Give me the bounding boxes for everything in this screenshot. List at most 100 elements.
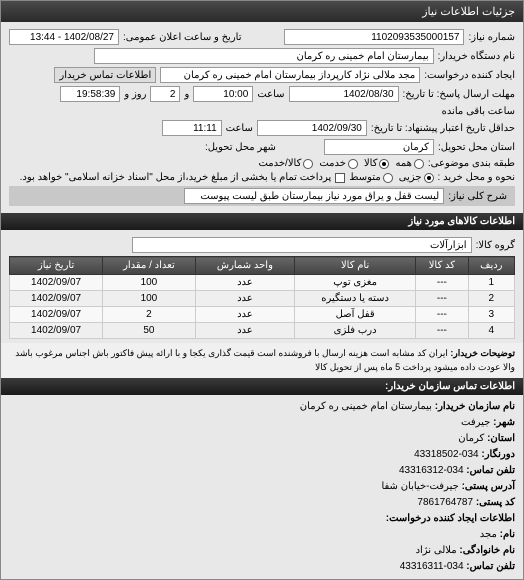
notes-text: ایران کد مشابه است هزینه ارسال با فروشند… <box>15 348 515 372</box>
table-header-cell: واحد شمارش <box>195 257 294 275</box>
table-cell: 1402/09/07 <box>10 323 103 339</box>
validity-label: حداقل تاریخ اعتبار پیشنهاد: تا تاریخ: <box>371 123 515 134</box>
creator-field: مجد ملالی نژاد کارپرداز بیمارستان امام خ… <box>160 67 420 83</box>
table-cell: --- <box>416 307 469 323</box>
table-cell: 100 <box>103 291 196 307</box>
table-row: 4---درب فلزیعدد501402/09/07 <box>10 323 515 339</box>
table-cell: --- <box>416 275 469 291</box>
table-cell: 3 <box>468 307 514 323</box>
table-row: 1---مغزی توپعدد1001402/09/07 <box>10 275 515 291</box>
table-cell: 100 <box>103 275 196 291</box>
hours-suffix: ساعت باقی مانده <box>442 106 515 117</box>
table-header-cell: ردیف <box>468 257 514 275</box>
buyer-org-field: بیمارستان امام خمینی ره کرمان <box>94 48 434 64</box>
table-row: 3---قفل آصلعدد21402/09/07 <box>10 307 515 323</box>
radio-goods-service[interactable] <box>303 159 313 169</box>
delivery-province-label: استان محل تحویل: <box>438 142 515 153</box>
c-city: جیرفت <box>461 417 490 428</box>
c-addr: جیرفت-خیابان شفا <box>381 481 458 492</box>
group-label: گروه کالا: <box>476 240 515 251</box>
table-header-cell: تاریخ نیاز <box>10 257 103 275</box>
header-section: شماره نیاز: 1102093535000157 تاریخ و ساع… <box>1 22 523 213</box>
table-cell: درب فلزی <box>295 323 416 339</box>
table-header-cell: نام کالا <box>295 257 416 275</box>
table-cell: قفل آصل <box>295 307 416 323</box>
announce-field: 1402/08/27 - 13:44 <box>9 29 119 45</box>
group-field: ابزارآلات <box>132 237 472 253</box>
radio-all[interactable] <box>414 159 424 169</box>
subject-class-label: طبقه بندی موضوعی: <box>428 158 515 169</box>
contact-section: نام سازمان خریدار: بیمارستان امام خمینی … <box>1 395 523 579</box>
hours-field: 19:58:39 <box>60 86 120 102</box>
table-cell: 1402/09/07 <box>10 275 103 291</box>
buyer-notes: توضیحات خریدار: ایران کد مشابه است هزینه… <box>1 343 523 378</box>
table-cell: 4 <box>468 323 514 339</box>
purchase-note: پرداخت تمام یا بخشی از مبلغ خرید،از محل … <box>20 172 332 183</box>
table-row: 2---دسته یا دستگیرهعدد1001402/09/07 <box>10 291 515 307</box>
table-cell: 50 <box>103 323 196 339</box>
c-lname: ملالی نژاد <box>416 545 457 556</box>
purchase-type-label: نحوه و محل خرید : <box>438 172 515 183</box>
validity-time-field: 11:11 <box>162 120 222 136</box>
c-creator-header: اطلاعات ایجاد کننده درخواست: <box>386 513 515 524</box>
c-cphone-label: تلفن تماس: <box>466 561 515 572</box>
delivery-province-field: کرمان <box>324 139 434 155</box>
radio-service[interactable] <box>348 159 358 169</box>
subject-radio-group: همه کالا خدمت کالا/خدمت <box>258 158 423 169</box>
days-prefix: و <box>184 89 189 100</box>
contact-button[interactable]: اطلاعات تماس خریدار <box>54 67 156 83</box>
purchase-radio-group: جزیی متوسط <box>349 172 433 183</box>
c-postal: 7861764787 <box>417 497 473 508</box>
c-fax-label: دورنگار: <box>481 449 515 460</box>
need-desc-field: لیست قفل و یراق مورد نیاز بیمارستان طبق … <box>184 188 444 204</box>
need-desc-label: شرح کلی نیاز: <box>448 191 507 202</box>
table-header-cell: تعداد / مقدار <box>103 257 196 275</box>
c-phone: 034-43316312 <box>399 465 464 476</box>
reply-time-field: 10:00 <box>193 86 253 102</box>
delivery-city-label: شهر محل تحویل: <box>205 142 276 153</box>
items-table: ردیفکد کالانام کالاواحد شمارشتعداد / مقد… <box>9 256 515 339</box>
main-window: جزئیات اطلاعات نیاز شماره نیاز: 11020935… <box>0 0 524 580</box>
table-cell: مغزی توپ <box>295 275 416 291</box>
table-cell: 1402/09/07 <box>10 291 103 307</box>
request-no-label: شماره نیاز: <box>468 32 515 43</box>
c-prov-label: استان: <box>487 433 515 444</box>
c-phone-label: تلفن تماس: <box>466 465 515 476</box>
table-cell: --- <box>416 291 469 307</box>
table-cell: --- <box>416 323 469 339</box>
table-cell: 1402/09/07 <box>10 307 103 323</box>
c-fname-label: نام: <box>500 529 515 540</box>
request-no-field: 1102093535000157 <box>284 29 464 45</box>
items-header: اطلاعات کالاهای مورد نیاز <box>1 213 523 230</box>
reply-deadline-label: مهلت ارسال پاسخ: تا تاریخ: <box>403 89 515 100</box>
table-cell: عدد <box>195 307 294 323</box>
c-lname-label: نام خانوادگی: <box>459 545 515 556</box>
c-org: بیمارستان امام خمینی ره کرمان <box>300 401 432 412</box>
notes-label: توضیحات خریدار: <box>450 348 515 358</box>
table-cell: 2 <box>468 291 514 307</box>
c-city-label: شهر: <box>493 417 515 428</box>
window-titlebar: جزئیات اطلاعات نیاز <box>1 1 523 22</box>
reply-time-label: ساعت <box>257 89 284 100</box>
table-cell: 1 <box>468 275 514 291</box>
c-prov: کرمان <box>458 433 484 444</box>
buyer-org-label: نام دستگاه خریدار: <box>438 51 515 62</box>
validity-time-label: ساعت <box>226 123 253 134</box>
c-org-label: نام سازمان خریدار: <box>435 401 515 412</box>
table-header-cell: کد کالا <box>416 257 469 275</box>
validity-date-field: 1402/09/30 <box>257 120 367 136</box>
c-fname: مجد <box>480 529 497 540</box>
radio-goods[interactable] <box>379 159 389 169</box>
creator-label: ایجاد کننده درخواست: <box>424 70 515 81</box>
table-cell: عدد <box>195 323 294 339</box>
days-field: 2 <box>150 86 180 102</box>
reply-date-field: 1402/08/30 <box>289 86 399 102</box>
c-addr-label: آدرس پستی: <box>462 481 515 492</box>
table-cell: عدد <box>195 275 294 291</box>
c-postal-label: کد پستی: <box>476 497 515 508</box>
treasury-checkbox[interactable] <box>335 173 345 183</box>
radio-minor[interactable] <box>424 173 434 183</box>
radio-medium[interactable] <box>383 173 393 183</box>
contact-header: اطلاعات تماس سازمان خریدار: <box>1 378 523 395</box>
table-cell: دسته یا دستگیره <box>295 291 416 307</box>
